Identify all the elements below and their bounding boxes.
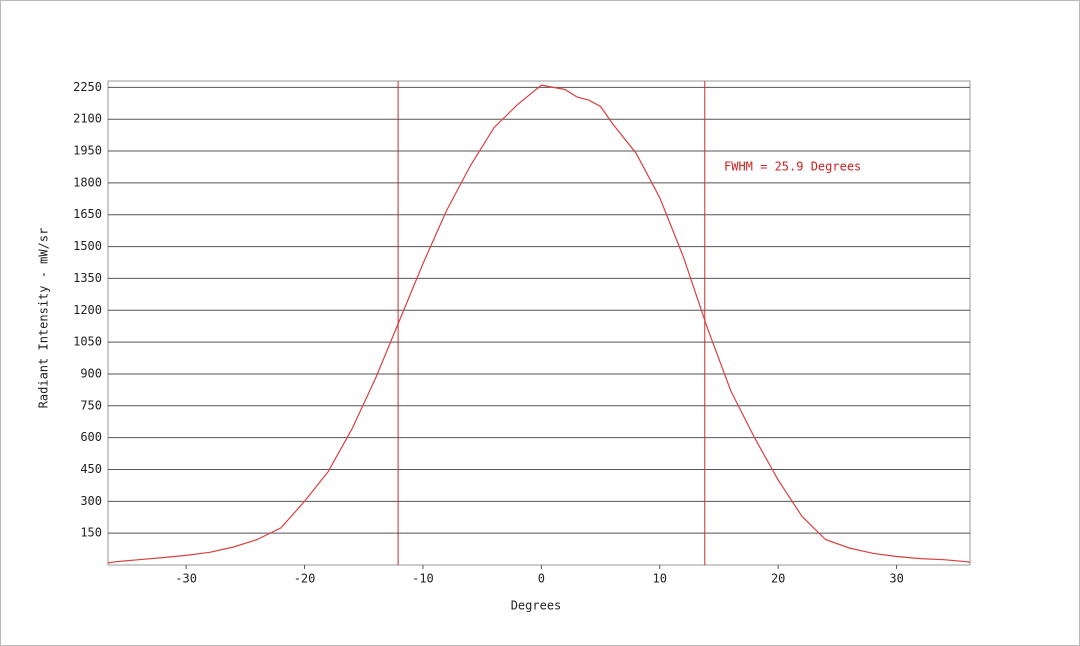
x-axis-label: Degrees <box>511 599 562 613</box>
annotation: FWHM = 25.9 Degrees <box>724 160 861 174</box>
y-tick-label: 2250 <box>73 80 102 94</box>
x-tick-label: -10 <box>412 572 434 586</box>
y-tick-label: 1200 <box>73 303 102 317</box>
y-tick-label: 150 <box>80 526 102 540</box>
y-tick-label: 300 <box>80 494 102 508</box>
x-tick-label: 20 <box>771 572 785 586</box>
x-tick-label: 10 <box>653 572 667 586</box>
y-tick-label: 1950 <box>73 144 102 158</box>
plot-area <box>107 80 971 566</box>
x-tick-label: -30 <box>175 572 197 586</box>
data-line <box>107 84 971 564</box>
y-tick-label: 900 <box>80 366 102 380</box>
y-tick-label: 1650 <box>73 207 102 221</box>
y-axis-label: Radiant Intensity - mW/sr <box>37 228 51 409</box>
y-tick-label: 1800 <box>73 175 102 189</box>
x-tick-label: -20 <box>294 572 316 586</box>
y-tick-label: 600 <box>80 430 102 444</box>
y-tick-label: 450 <box>80 462 102 476</box>
x-tick-label: 0 <box>538 572 545 586</box>
x-tick-label: 30 <box>889 572 903 586</box>
y-tick-label: 1350 <box>73 271 102 285</box>
y-tick-label: 750 <box>80 398 102 412</box>
y-tick-label: 1500 <box>73 239 102 253</box>
y-tick-label: 2100 <box>73 112 102 126</box>
y-tick-label: 1050 <box>73 335 102 349</box>
